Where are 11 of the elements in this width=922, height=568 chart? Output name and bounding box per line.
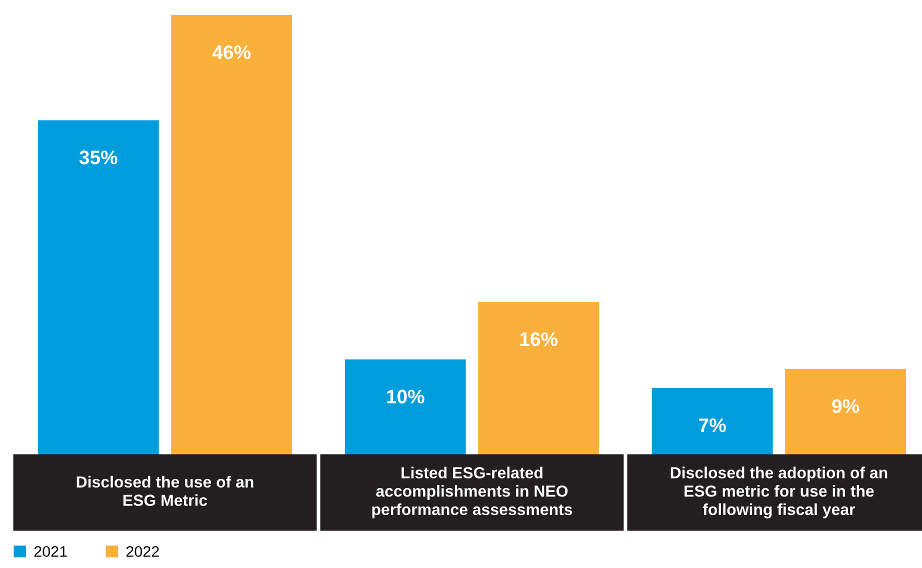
x-tick-label: Disclosed the adoption of an ESG metric for use in the following fiscal year xyxy=(670,466,888,518)
x-tick-label: Listed ESG-related accomplishments in NEO performance assessments xyxy=(372,466,572,518)
data-label: 16% xyxy=(520,332,558,346)
data-label: 46% xyxy=(212,45,251,60)
data-label: 7% xyxy=(699,418,726,432)
legend-label: 2021 xyxy=(34,546,67,557)
x-tick-label: Disclosed the use of an ESG Metric xyxy=(76,476,254,506)
data-label: 9% xyxy=(832,399,860,414)
legend-label: 2022 xyxy=(126,546,159,557)
data-label: 35% xyxy=(79,150,118,164)
data-label: 10% xyxy=(387,390,424,404)
